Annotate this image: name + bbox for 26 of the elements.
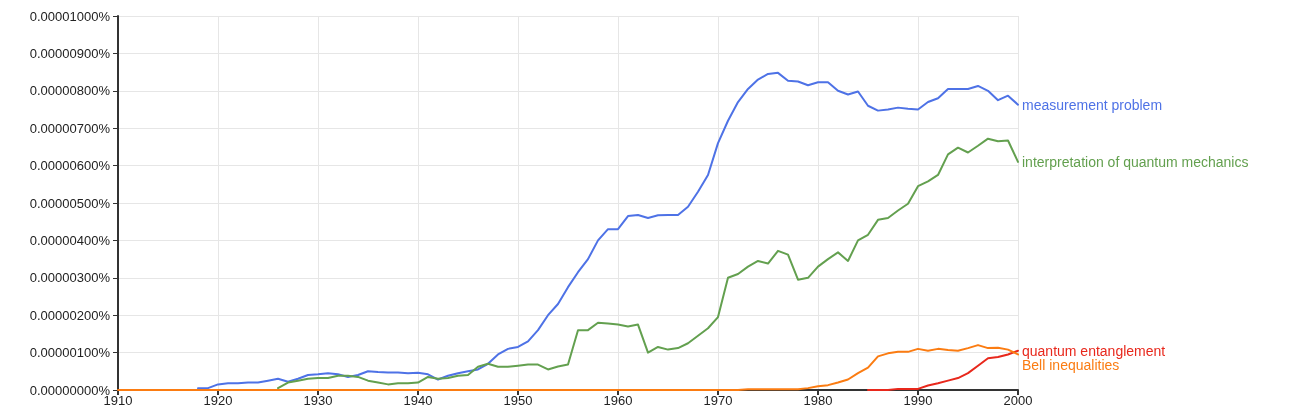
x-tick-label: 1990 <box>903 393 933 408</box>
x-tick-label: 1930 <box>303 393 333 408</box>
y-tick-label: 0.00000400% <box>29 232 111 248</box>
x-tick-label: 1950 <box>503 393 533 408</box>
y-tick-label: 0.00000300% <box>29 270 111 286</box>
y-tick-label: 0.00000600% <box>29 158 111 174</box>
x-tick-label: 1920 <box>203 393 233 408</box>
series-label: measurement problem <box>1022 96 1163 113</box>
x-tick-label: 1960 <box>603 393 633 408</box>
y-tick-label: 0.00000700% <box>29 120 111 136</box>
x-tick-label: 1910 <box>103 393 133 408</box>
series-label: quantum entanglement <box>1022 342 1166 359</box>
y-tick-label: 0.00000200% <box>29 307 111 323</box>
line-series <box>867 349 1019 391</box>
x-tick-label: 1970 <box>703 393 733 408</box>
line-series <box>197 71 1019 390</box>
y-tick-label: 0.00000500% <box>29 195 111 211</box>
y-tick-label: 0.00000900% <box>29 45 111 61</box>
x-tick-label: 1940 <box>403 393 433 408</box>
y-tick-label: 0.00001000% <box>29 8 111 24</box>
x-tick-label: 1980 <box>803 393 833 408</box>
x-tick-label: 2000 <box>1003 393 1033 408</box>
line-series <box>277 137 1019 390</box>
y-tick-label: 0.00000800% <box>29 83 111 99</box>
series-label: interpretation of quantum mechanics <box>1022 153 1249 170</box>
y-tick-label: 0.00000100% <box>29 345 111 361</box>
